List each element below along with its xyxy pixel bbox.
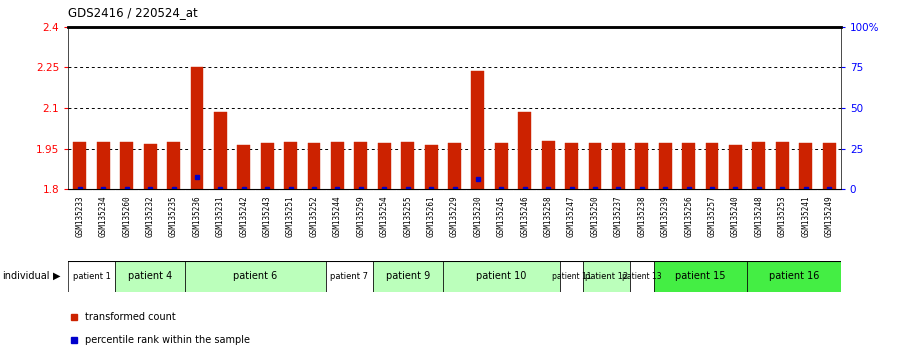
Bar	[261, 143, 274, 189]
Bar	[494, 143, 508, 189]
Text: patient 11: patient 11	[552, 272, 592, 281]
Text: patient 15: patient 15	[675, 272, 725, 281]
Text: GSM135245: GSM135245	[497, 195, 505, 236]
Text: individual: individual	[2, 271, 49, 281]
Text: patient 12: patient 12	[585, 272, 628, 281]
Bar	[167, 142, 180, 189]
Text: GSM135231: GSM135231	[215, 195, 225, 236]
Text: GSM135259: GSM135259	[356, 195, 365, 236]
Text: GSM135236: GSM135236	[193, 195, 202, 236]
Text: patient 13: patient 13	[622, 272, 662, 281]
Text: GSM135234: GSM135234	[99, 195, 108, 236]
Text: GSM135235: GSM135235	[169, 195, 178, 236]
Text: GSM135249: GSM135249	[824, 195, 834, 236]
Bar	[682, 143, 695, 189]
Bar	[776, 142, 789, 189]
Bar	[191, 67, 204, 189]
Text: GSM135230: GSM135230	[474, 195, 483, 236]
Text: patient 10: patient 10	[476, 272, 526, 281]
Text: GSM135237: GSM135237	[614, 195, 623, 236]
Text: GSM135241: GSM135241	[801, 195, 810, 236]
Bar	[799, 143, 812, 189]
Bar	[97, 142, 110, 189]
Text: GSM135260: GSM135260	[122, 195, 131, 236]
Bar	[635, 143, 648, 189]
Bar	[74, 142, 86, 189]
Bar	[588, 143, 602, 189]
Bar	[185, 261, 325, 292]
Text: patient 7: patient 7	[330, 272, 368, 281]
Bar	[325, 261, 373, 292]
Bar	[425, 144, 437, 189]
Text: GSM135240: GSM135240	[731, 195, 740, 236]
Bar	[753, 142, 765, 189]
Bar	[518, 112, 531, 189]
Bar	[565, 143, 578, 189]
Text: patient 9: patient 9	[385, 272, 430, 281]
Bar	[542, 141, 554, 189]
Text: transformed count: transformed count	[85, 312, 176, 322]
Bar	[144, 144, 156, 189]
Bar	[705, 143, 718, 189]
Bar	[729, 144, 742, 189]
Bar	[378, 143, 391, 189]
Bar	[443, 261, 560, 292]
Text: GSM135258: GSM135258	[544, 195, 553, 236]
Bar	[560, 261, 584, 292]
Text: GSM135251: GSM135251	[286, 195, 295, 236]
Text: GSM135238: GSM135238	[637, 195, 646, 236]
Bar	[214, 112, 227, 189]
Text: patient 4: patient 4	[128, 272, 172, 281]
Bar	[448, 143, 461, 189]
Text: patient 1: patient 1	[73, 272, 111, 281]
Text: GSM135257: GSM135257	[707, 195, 716, 236]
Text: GSM135256: GSM135256	[684, 195, 694, 236]
Bar	[823, 143, 835, 189]
Text: GSM135254: GSM135254	[380, 195, 389, 236]
Bar	[120, 142, 133, 189]
Bar	[472, 71, 484, 189]
Bar	[355, 142, 367, 189]
Bar	[285, 142, 297, 189]
Text: ▶: ▶	[53, 271, 60, 281]
Text: GSM135247: GSM135247	[567, 195, 576, 236]
Text: GSM135232: GSM135232	[145, 195, 155, 236]
Text: GSM135243: GSM135243	[263, 195, 272, 236]
Bar	[584, 261, 630, 292]
Bar	[373, 261, 443, 292]
Bar	[654, 261, 747, 292]
Bar	[331, 142, 344, 189]
Text: percentile rank within the sample: percentile rank within the sample	[85, 335, 250, 345]
Text: patient 6: patient 6	[234, 272, 277, 281]
Text: GSM135255: GSM135255	[404, 195, 412, 236]
Text: GSM135250: GSM135250	[591, 195, 599, 236]
Text: GSM135239: GSM135239	[661, 195, 670, 236]
Text: patient 16: patient 16	[769, 272, 819, 281]
Bar	[115, 261, 185, 292]
Text: GSM135253: GSM135253	[778, 195, 787, 236]
Text: GSM135246: GSM135246	[520, 195, 529, 236]
Bar	[612, 143, 624, 189]
Text: GDS2416 / 220524_at: GDS2416 / 220524_at	[68, 6, 198, 19]
Text: GSM135261: GSM135261	[426, 195, 435, 236]
Text: GSM135233: GSM135233	[75, 195, 85, 236]
Bar	[747, 261, 841, 292]
Bar	[630, 261, 654, 292]
Text: GSM135242: GSM135242	[239, 195, 248, 236]
Bar	[401, 142, 415, 189]
Text: GSM135229: GSM135229	[450, 195, 459, 236]
Text: GSM135244: GSM135244	[333, 195, 342, 236]
Bar	[237, 144, 250, 189]
Text: GSM135252: GSM135252	[310, 195, 318, 236]
Bar	[659, 143, 672, 189]
Bar	[68, 261, 115, 292]
Text: GSM135248: GSM135248	[754, 195, 764, 236]
Bar	[307, 143, 321, 189]
